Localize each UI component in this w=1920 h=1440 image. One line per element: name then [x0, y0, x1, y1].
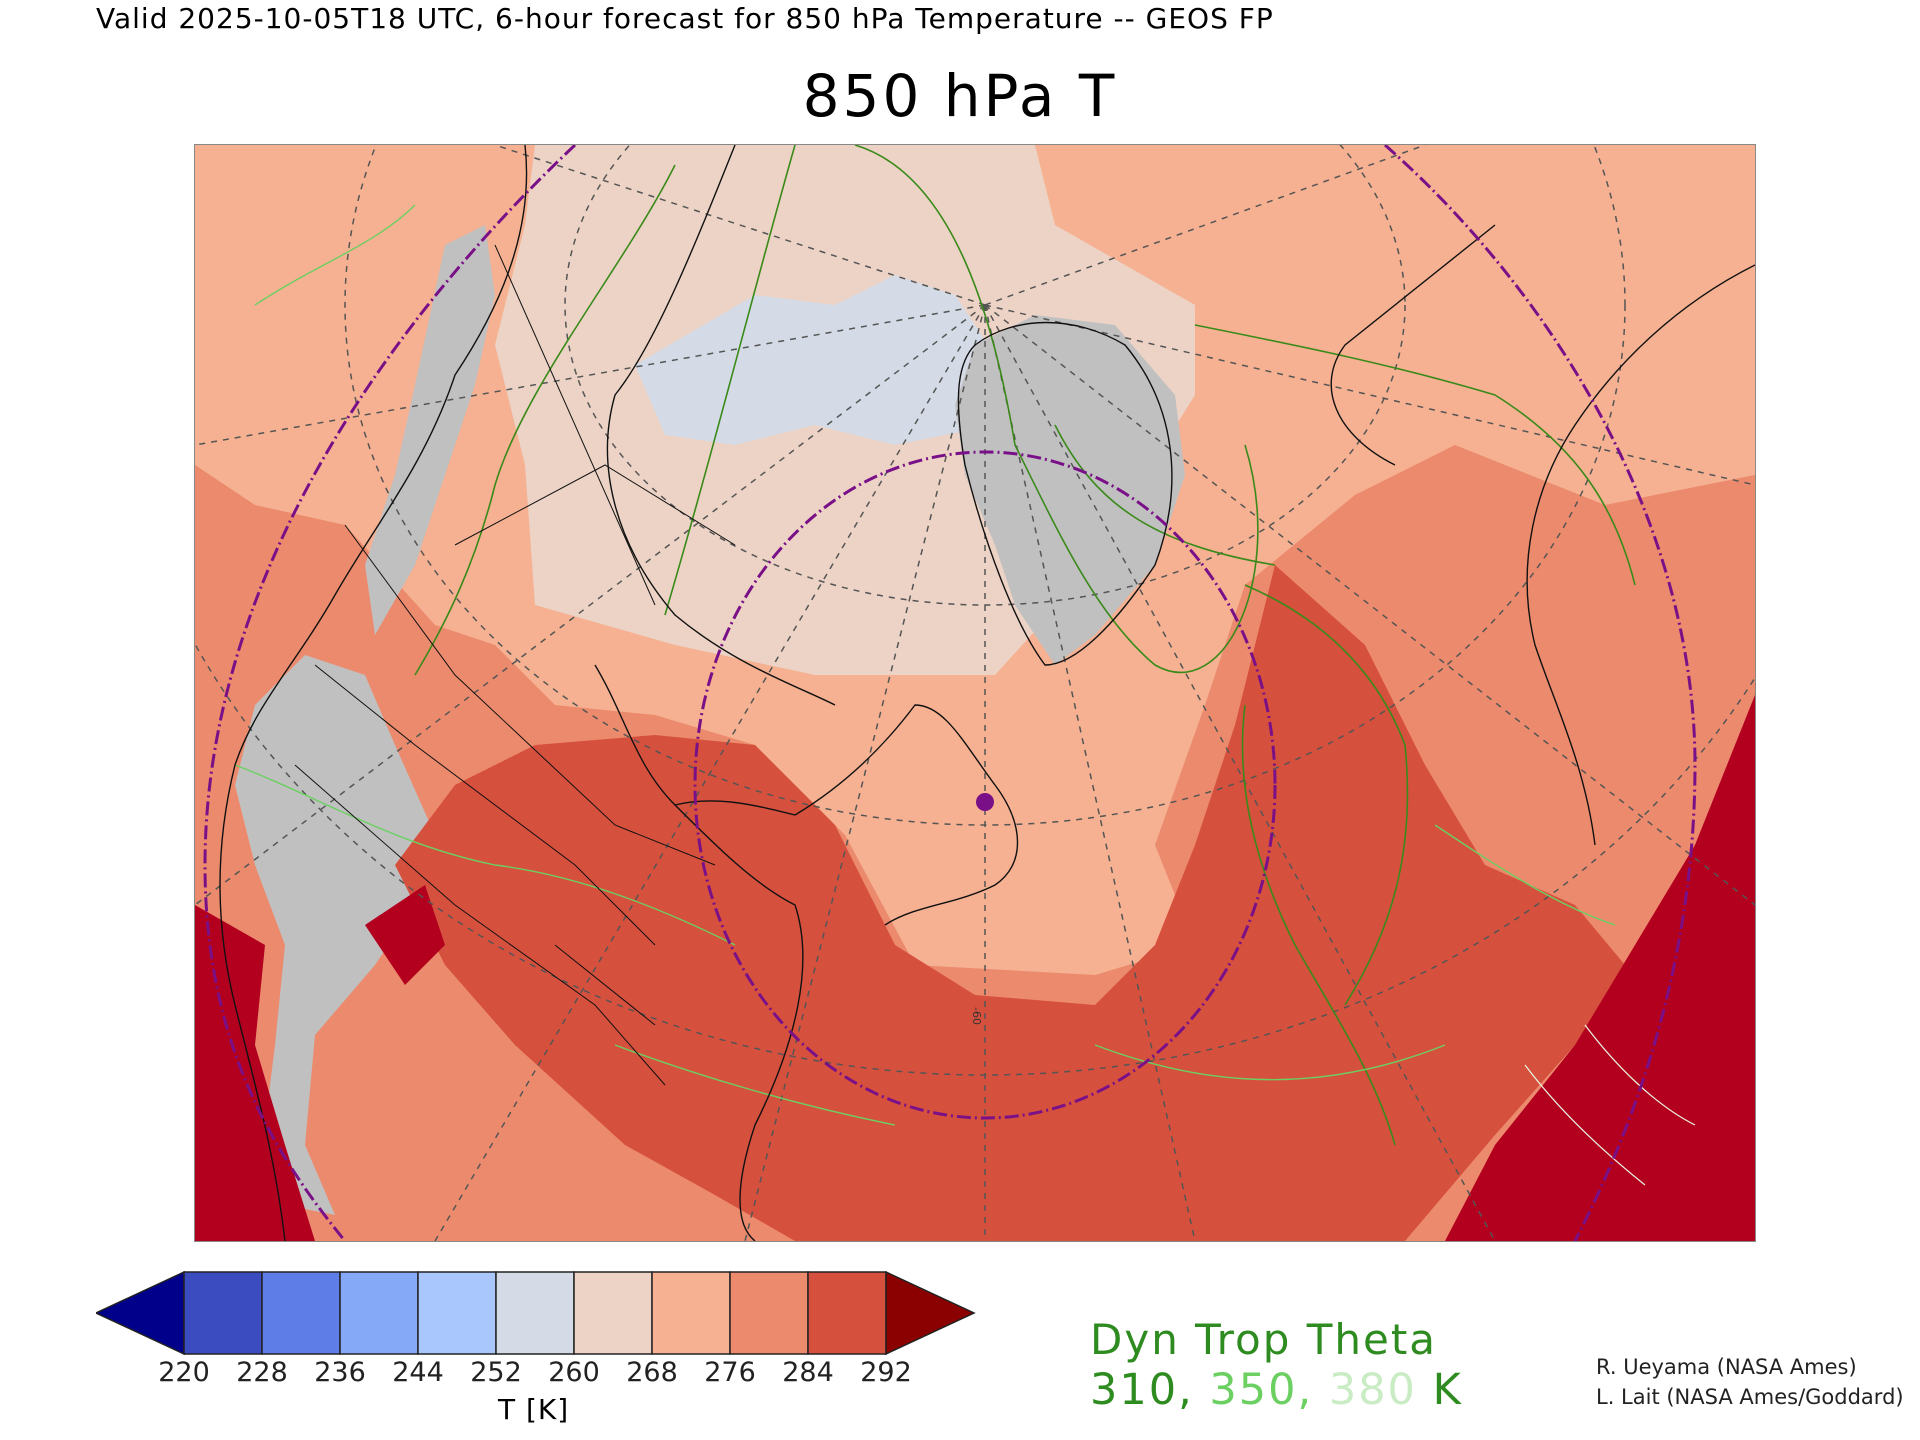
credit-line-1: R. Ueyama (NASA Ames) — [1596, 1355, 1857, 1379]
map-title: 850 hPa T — [802, 62, 1118, 130]
colorbar-tick: 252 — [470, 1357, 522, 1388]
colorbar-segment-8 — [729, 1271, 809, 1355]
west-arc — [203, 145, 577, 1241]
dyn-trop-theta-380-contours — [1524, 1024, 1696, 1186]
colorbar-tick: 220 — [158, 1357, 210, 1388]
colorbar-segment-7 — [651, 1271, 731, 1355]
dyn-trop-theta-contours — [414, 145, 1636, 1146]
colorbar-segment-4 — [417, 1271, 497, 1355]
colorbar-upper-arrow — [885, 1270, 976, 1356]
colorbar-units: T [K] — [498, 1393, 570, 1426]
dyn-trop-theta-350-contours — [234, 204, 1616, 1126]
east-arc — [1384, 145, 1697, 1241]
colorbar-tick: 236 — [314, 1357, 366, 1388]
contour-level-310: 310 — [1090, 1365, 1179, 1415]
field-below-260-rockies — [235, 655, 435, 1215]
colorbar-segment-5 — [495, 1271, 575, 1355]
temperature-map[interactable]: -60 — [194, 144, 1756, 1242]
credit-line-2: L. Lait (NASA Ames/Goddard) — [1596, 1385, 1904, 1409]
political-borders — [294, 244, 736, 1086]
forecast-valid-title: Valid 2025-10-05T18 UTC, 6-hour forecast… — [96, 2, 1274, 35]
legend-separator: , — [1297, 1365, 1329, 1415]
colorbar-tick: 292 — [860, 1357, 912, 1388]
map-canvas: -60 — [195, 145, 1755, 1241]
field-above-292 — [1445, 695, 1755, 1241]
colorbar — [94, 1268, 976, 1362]
colorbar-tick: 228 — [236, 1357, 288, 1388]
colorbar-segment-3 — [339, 1271, 419, 1355]
graticule-label: -60 — [970, 1007, 983, 1025]
field-above-292-rockies — [365, 885, 445, 985]
field-below-260-alaska — [365, 225, 495, 635]
radius-ring — [693, 450, 1277, 1120]
colorbar-tick: 244 — [392, 1357, 444, 1388]
contour-legend-title: Dyn Trop Theta — [1090, 1315, 1438, 1364]
colorbar-lower-arrow — [94, 1270, 185, 1356]
colorbar-segment-2 — [261, 1271, 341, 1355]
colorbar-segment-9 — [807, 1271, 887, 1355]
graticule — [195, 145, 1755, 1241]
colorbar-tick: 276 — [704, 1357, 756, 1388]
colorbar-tick: 268 — [626, 1357, 678, 1388]
legend-separator: , — [1178, 1365, 1210, 1415]
colorbar-segment-1 — [183, 1271, 263, 1355]
field-260-268 — [635, 275, 1015, 445]
location-marker — [976, 793, 994, 811]
contour-level-380: 380 — [1328, 1365, 1417, 1415]
coastlines — [219, 145, 1755, 1241]
contour-legend-levels: 310, 350, 380 K — [1090, 1365, 1463, 1415]
colorbar-tick: 284 — [782, 1357, 834, 1388]
colorbar-svg — [94, 1270, 976, 1356]
contour-unit: K — [1416, 1365, 1463, 1415]
colorbar-segment-6 — [573, 1271, 653, 1355]
purple-rings — [203, 145, 1697, 1241]
colorbar-tick: 260 — [548, 1357, 600, 1388]
field-292-atlantic — [395, 565, 1625, 1241]
field-below-260-greenland — [955, 315, 1185, 665]
contour-level-350: 350 — [1209, 1365, 1298, 1415]
